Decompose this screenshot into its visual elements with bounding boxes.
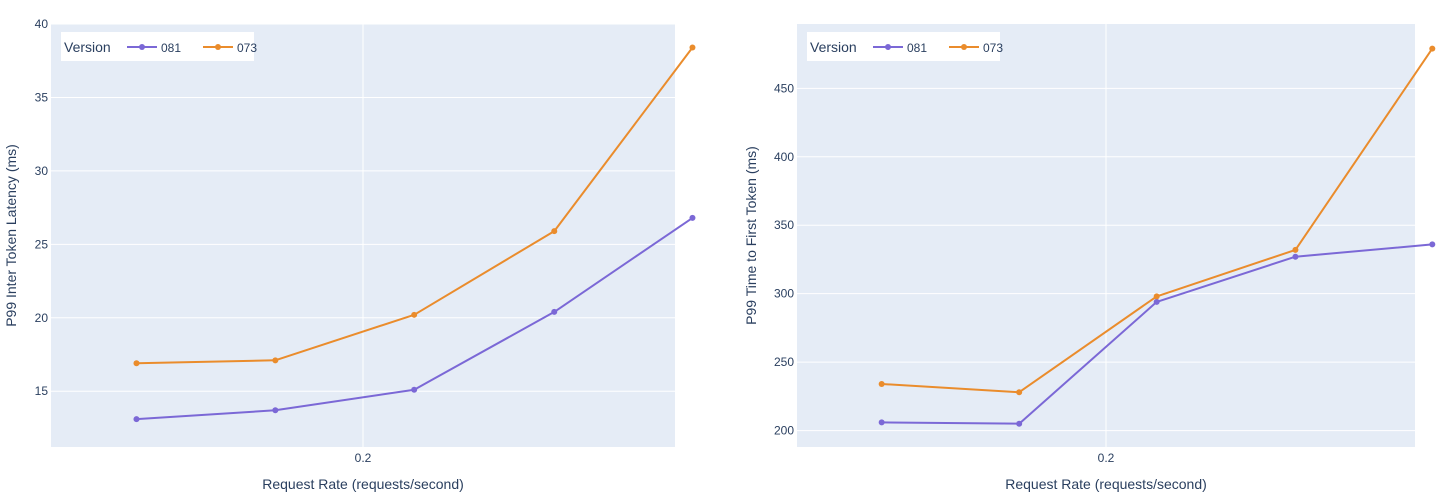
chart-panel-2: 200 250 300 350 400 450 0.2 Request Rate (reque… — [743, 24, 1436, 492]
legend-swatch-marker — [961, 44, 967, 50]
legend-item-label: 073 — [237, 41, 257, 55]
data-point-081 — [1429, 241, 1436, 248]
y-axis-title: P99 Inter Token Latency (ms) — [3, 144, 19, 327]
y-axis-title: P99 Time to First Token (ms) — [743, 146, 759, 325]
data-point-073 — [878, 381, 885, 388]
data-point-081 — [1292, 253, 1299, 260]
data-point-073 — [1016, 389, 1023, 396]
data-point-073 — [272, 357, 279, 364]
legend-item-label: 081 — [907, 41, 927, 55]
y-tick-label: 250 — [774, 355, 794, 369]
data-point-073 — [1292, 246, 1299, 253]
data-point-073 — [133, 360, 140, 367]
chart-panel-1: 15 20 25 30 35 40 0.2 Request Rate (requests/se… — [3, 17, 696, 492]
data-point-073 — [551, 228, 558, 235]
x-tick-label: 0.2 — [355, 451, 372, 465]
y-tick-label: 20 — [35, 311, 49, 325]
y-tick-label: 30 — [35, 164, 49, 178]
y-tick-label: 400 — [774, 150, 794, 164]
legend-swatch-marker — [139, 44, 145, 50]
data-point-073 — [1429, 45, 1436, 52]
legend-item-label: 073 — [983, 41, 1003, 55]
data-point-081 — [551, 308, 558, 315]
y-tick-label: 200 — [774, 424, 794, 438]
legend: Version 081 073 — [807, 32, 1003, 61]
legend-swatch-marker — [885, 44, 891, 50]
y-tick-label: 25 — [35, 237, 49, 251]
x-tick-label: 0.2 — [1098, 451, 1115, 465]
legend-title: Version — [64, 39, 111, 55]
data-point-081 — [133, 416, 140, 423]
y-tick-label: 40 — [35, 17, 49, 31]
data-point-081 — [878, 419, 885, 426]
legend: Version 081 073 — [61, 32, 257, 61]
y-tick-label: 300 — [774, 287, 794, 301]
y-tick-label: 350 — [774, 218, 794, 232]
legend-item-label: 081 — [161, 41, 181, 55]
data-point-081 — [411, 386, 418, 393]
data-point-073 — [689, 44, 696, 51]
data-point-081 — [1016, 420, 1023, 427]
data-point-081 — [272, 407, 279, 414]
data-point-081 — [1153, 298, 1160, 305]
data-point-073 — [1153, 293, 1160, 300]
x-axis-title: Request Rate (requests/second) — [262, 476, 464, 492]
legend-swatch-marker — [215, 44, 221, 50]
y-tick-label: 35 — [35, 90, 49, 104]
data-point-081 — [689, 214, 696, 221]
data-point-073 — [411, 311, 418, 318]
y-tick-label: 15 — [35, 384, 49, 398]
x-axis-title: Request Rate (requests/second) — [1005, 476, 1207, 492]
y-tick-label: 450 — [774, 81, 794, 95]
legend-title: Version — [810, 39, 857, 55]
